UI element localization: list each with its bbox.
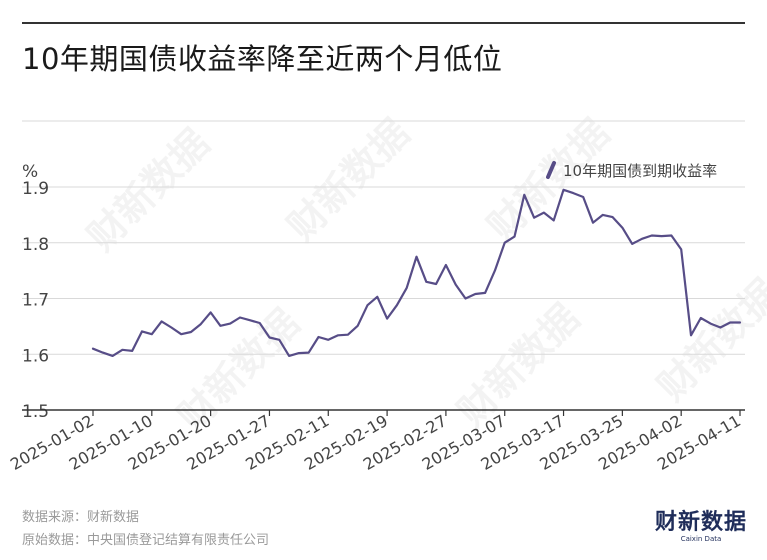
legend-label: 10年期国债到期收益率 [563, 162, 717, 180]
y-tick-label: 1.7 [22, 291, 49, 311]
gridlines [22, 120, 745, 355]
y-tick-label: 1.8 [22, 235, 49, 255]
series-line [91, 188, 742, 357]
brand-logo: 财新数据 Caixin Data [655, 512, 747, 544]
brand-name-en: Caixin Data [680, 535, 722, 543]
series [91, 188, 742, 357]
y-tick-label: 1.6 [22, 346, 49, 366]
x-axis: 2025-01-022025-01-102025-01-202025-01-27… [7, 409, 745, 474]
legend: 10年期国债到期收益率 [546, 161, 717, 180]
y-tick-label: 1.5 [22, 402, 49, 422]
y-tick-label: 1.9 [22, 179, 49, 199]
top-rule [22, 22, 745, 24]
y-axis-unit: % [22, 162, 38, 182]
original-data-source: 原始数据：中央国债登记结算有限责任公司 [22, 533, 270, 548]
data-source: 数据来源：财新数据 [22, 510, 140, 525]
legend-swatch [546, 161, 556, 179]
chart-title: 10年期国债收益率降至近两个月低位 [22, 42, 503, 76]
brand-name: 财新数据 [654, 510, 747, 535]
y-axis: 1.5 1.6 1.7 1.8 1.9 [22, 179, 49, 422]
